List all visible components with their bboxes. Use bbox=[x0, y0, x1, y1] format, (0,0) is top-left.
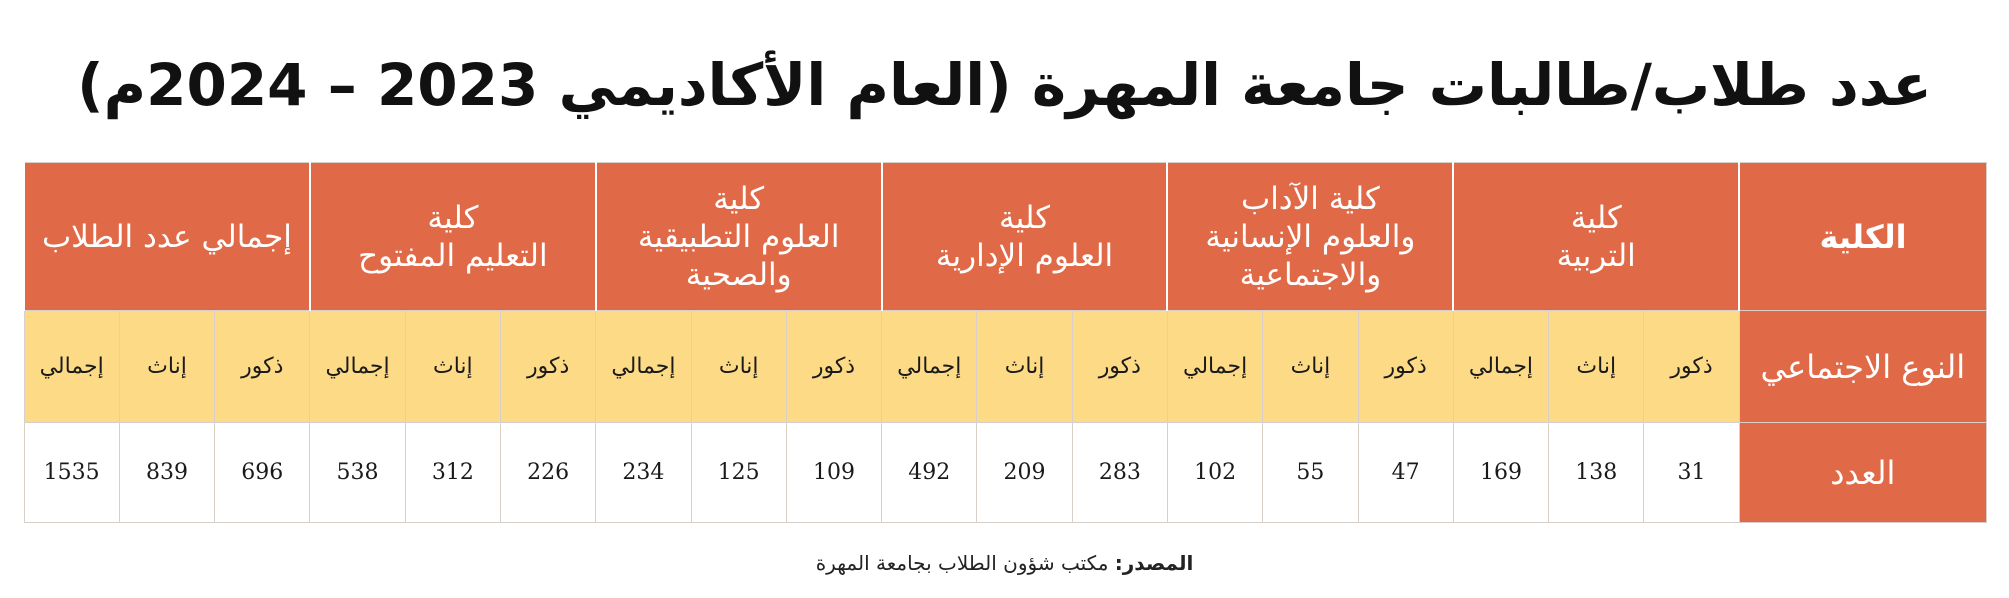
college-header-arts: كلية الآداب والعلوم الإنسانية والاجتماعي… bbox=[1166, 162, 1455, 311]
count-value: 839 bbox=[118, 422, 216, 523]
gender-label: إناث bbox=[118, 310, 216, 423]
gender-label: ذكور bbox=[214, 310, 311, 423]
gender-label: إجمالي bbox=[23, 310, 120, 423]
gender-label: إجمالي bbox=[309, 310, 406, 423]
source-note: المصدر: مكتب شؤون الطلاب بجامعة المهرة bbox=[0, 548, 2009, 578]
gender-label: إجمالي bbox=[1452, 310, 1550, 423]
gender-row-label: النوع الاجتماعي bbox=[1738, 310, 1988, 423]
gender-label: إناث bbox=[404, 310, 501, 423]
gender-label: إجمالي bbox=[1166, 310, 1264, 423]
gender-row: النوع الاجتماعي ذكور إناث إجمالي ذكور إن… bbox=[23, 310, 1988, 423]
count-value: 538 bbox=[309, 422, 406, 523]
count-row: العدد 31 138 169 47 55 102 283 209 492 1… bbox=[23, 422, 1988, 523]
gender-label: ذكور bbox=[785, 310, 883, 423]
college-header-administrative: كلية العلوم الإدارية bbox=[880, 162, 1169, 311]
count-value: 138 bbox=[1548, 422, 1645, 523]
count-value: 283 bbox=[1071, 422, 1168, 523]
gender-label: إجمالي bbox=[881, 310, 978, 423]
page-title: عدد طلاب/طالبات جامعة المهرة (العام الأك… bbox=[77, 51, 1932, 119]
college-header-row: الكلية كلية التربية كلية الآداب والعلوم … bbox=[23, 162, 1988, 311]
count-value: 209 bbox=[976, 422, 1073, 523]
count-row-label: العدد bbox=[1738, 422, 1988, 523]
count-value: 55 bbox=[1262, 422, 1359, 523]
count-value: 169 bbox=[1452, 422, 1550, 523]
source-text: مكتب شؤون الطلاب بجامعة المهرة bbox=[815, 551, 1115, 575]
source-label: المصدر: bbox=[1114, 551, 1194, 575]
count-value: 47 bbox=[1357, 422, 1454, 523]
gender-label: إناث bbox=[1262, 310, 1359, 423]
gender-label: ذكور bbox=[1643, 310, 1740, 423]
college-header-education: كلية التربية bbox=[1452, 162, 1741, 311]
count-value: 102 bbox=[1166, 422, 1264, 523]
count-value: 492 bbox=[881, 422, 978, 523]
college-header-total: إجمالي عدد الطلاب bbox=[23, 162, 311, 311]
count-value: 1535 bbox=[23, 422, 120, 523]
gender-label: إناث bbox=[1548, 310, 1645, 423]
count-value: 312 bbox=[404, 422, 501, 523]
count-value: 31 bbox=[1643, 422, 1740, 523]
count-value: 109 bbox=[785, 422, 883, 523]
gender-label: ذكور bbox=[1357, 310, 1454, 423]
college-corner-label: الكلية bbox=[1738, 162, 1988, 311]
college-header-open-learning: كلية التعليم المفتوح bbox=[308, 162, 597, 311]
count-value: 696 bbox=[214, 422, 311, 523]
students-table: الكلية كلية التربية كلية الآداب والعلوم … bbox=[23, 162, 1988, 523]
college-header-applied: كلية العلوم التطبيقية والصحية bbox=[594, 162, 883, 311]
gender-label: إناث bbox=[690, 310, 787, 423]
gender-label: ذكور bbox=[1071, 310, 1168, 423]
count-value: 125 bbox=[690, 422, 787, 523]
gender-label: إناث bbox=[976, 310, 1073, 423]
gender-label: ذكور bbox=[499, 310, 597, 423]
count-value: 226 bbox=[499, 422, 597, 523]
gender-label: إجمالي bbox=[595, 310, 692, 423]
count-value: 234 bbox=[595, 422, 692, 523]
